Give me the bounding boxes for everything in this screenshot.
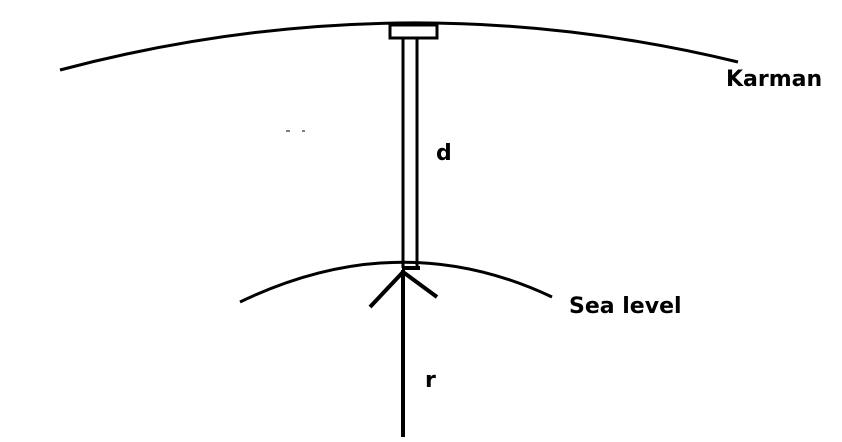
karman-label: Karman xyxy=(726,67,823,92)
sea-level-label: Sea level xyxy=(569,294,682,319)
radius-arrowhead-right xyxy=(401,270,439,299)
tower-top-cap xyxy=(388,23,439,40)
sea-level-arc xyxy=(239,260,553,304)
r-label: r xyxy=(425,368,436,393)
karman-line-arc xyxy=(59,21,739,72)
d-label: d xyxy=(436,141,452,166)
radius-arrowhead-left xyxy=(368,270,405,309)
